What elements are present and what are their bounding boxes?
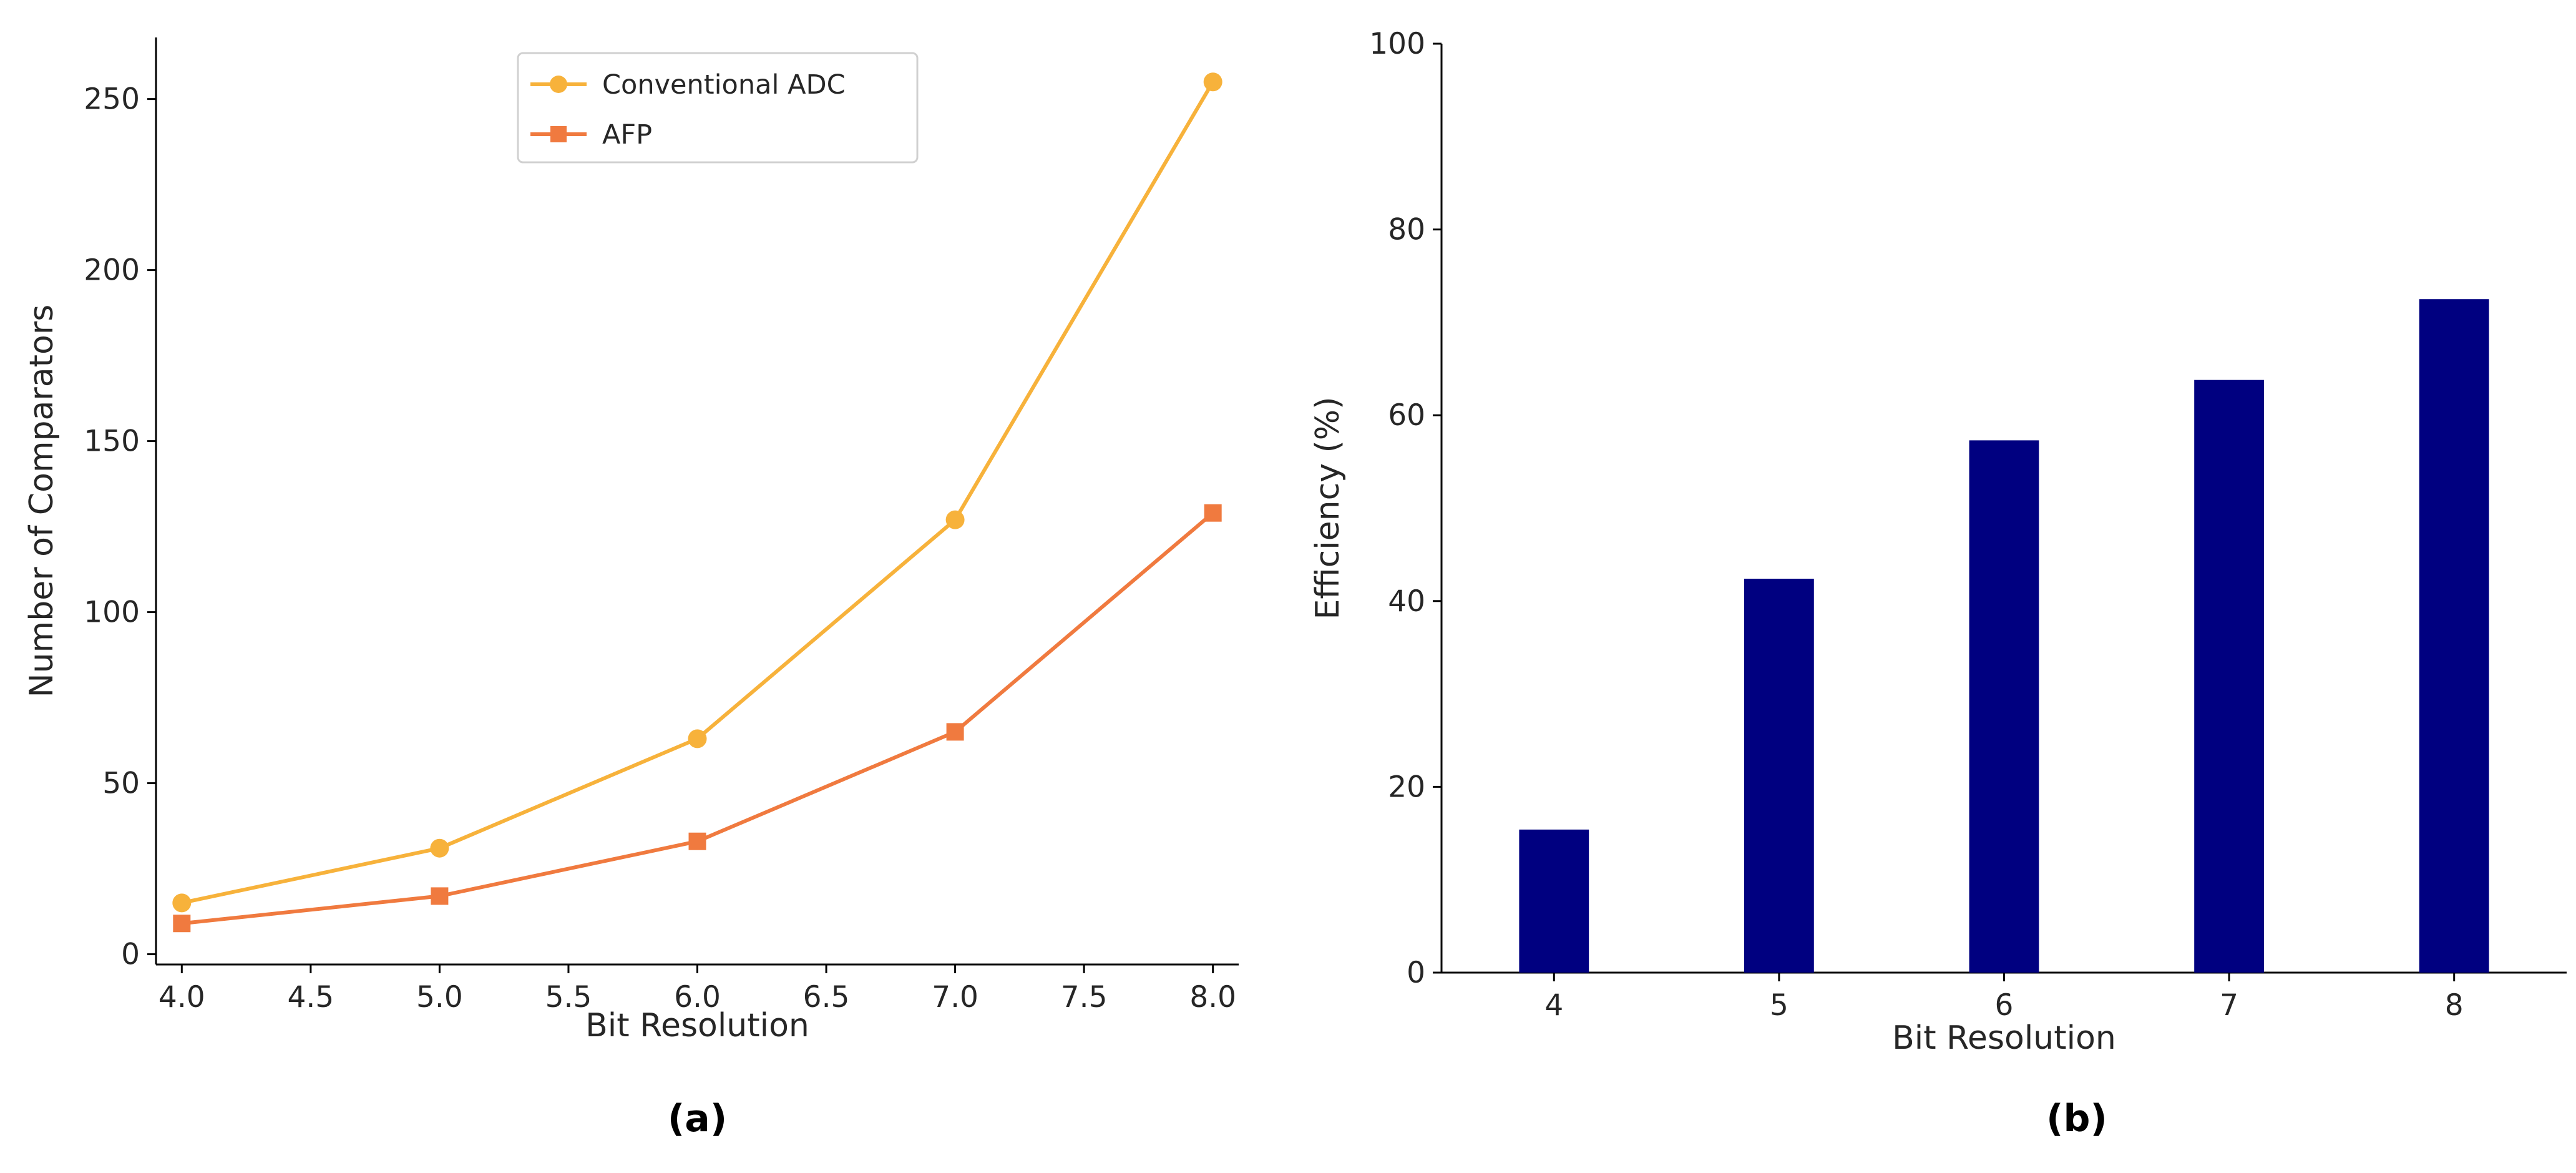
data-point: [430, 838, 449, 858]
line-chart-panel: 0 50 100 150 200 250 4.0 4.5 5.0 5.5 6.0 6.5 7.0 7.5…: [23, 37, 1239, 1141]
x-axis-label: Bit Resolution: [1892, 1019, 2116, 1057]
y-tick-label: 40: [1388, 584, 1425, 619]
x-ticks: 4.0 4.5 5.0 5.5 6.0 6.5 7.0 7.5 8.0: [159, 964, 1236, 1014]
data-point: [946, 723, 964, 741]
legend-marker: [550, 76, 567, 93]
legend: Conventional ADC AFP: [517, 52, 919, 164]
data-point: [431, 887, 449, 905]
x-tick-label: 7: [2220, 988, 2238, 1023]
data-point: [173, 915, 191, 933]
x-tick-label: 7.0: [932, 980, 978, 1014]
x-tick-label: 4.0: [159, 980, 205, 1014]
data-point: [688, 832, 706, 850]
data-point: [1204, 504, 1222, 522]
y-tick-label: 100: [84, 596, 140, 630]
y-tick-label: 150: [84, 425, 140, 459]
y-tick-label: 0: [1407, 956, 1425, 990]
legend-label: AFP: [602, 119, 652, 150]
x-tick-label: 6.0: [674, 980, 721, 1014]
x-tick-label: 4.5: [287, 980, 334, 1014]
bars-group: [1519, 299, 2489, 973]
y-axis-label: Number of Comparators: [23, 305, 61, 698]
y-tick-label: 250: [84, 82, 140, 117]
x-tick-label: 5: [1770, 988, 1788, 1023]
series-line-afp: [181, 511, 1214, 926]
x-ticks: 4 5 6 7 8: [1544, 973, 2464, 1023]
series-line-conventional-adc: [181, 81, 1215, 905]
y-ticks: 0 20 40 60 80 100: [1369, 27, 1442, 990]
x-axis-label: Bit Resolution: [585, 1007, 809, 1044]
data-point: [1203, 72, 1222, 92]
y-tick-label: 80: [1388, 213, 1425, 247]
data-point: [688, 729, 707, 748]
y-tick-label: 200: [84, 253, 140, 288]
series-group: [172, 72, 1222, 933]
y-tick-label: 0: [121, 938, 140, 972]
panel-caption-a: (a): [668, 1097, 727, 1141]
legend-items: Conventional ADC AFP: [530, 69, 846, 150]
data-point: [172, 893, 192, 913]
y-tick-label: 60: [1388, 398, 1425, 433]
x-tick-label: 5.0: [416, 980, 463, 1014]
bar-5: [1744, 579, 1814, 973]
panel-caption-b: (b): [2046, 1097, 2107, 1141]
x-tick-label: 8: [2445, 988, 2464, 1023]
bar-4: [1519, 829, 1589, 973]
bar-8: [2419, 299, 2489, 973]
legend-marker: [550, 126, 567, 142]
x-tick-label: 7.5: [1061, 980, 1108, 1014]
data-point: [945, 510, 965, 529]
x-tick-label: 4: [1544, 988, 1563, 1023]
legend-box: [517, 52, 919, 164]
y-tick-label: 100: [1369, 27, 1425, 61]
x-tick-label: 6.5: [803, 980, 850, 1014]
y-axis-label: Efficiency (%): [1309, 397, 1347, 620]
y-tick-label: 50: [102, 767, 140, 801]
y-tick-label: 20: [1388, 770, 1425, 804]
x-tick-label: 5.5: [545, 980, 592, 1014]
x-tick-label: 8.0: [1189, 980, 1236, 1014]
bar-6: [1969, 440, 2039, 973]
bar-7: [2194, 380, 2264, 973]
y-ticks: 0 50 100 150 200 250: [84, 82, 156, 972]
bar-chart-panel: 0 20 40 60 80 100 4 5 6 7 8 Bit Resolution Effici…: [1309, 27, 2567, 1141]
legend-label: Conventional ADC: [602, 69, 846, 101]
x-tick-label: 6: [1995, 988, 2014, 1023]
